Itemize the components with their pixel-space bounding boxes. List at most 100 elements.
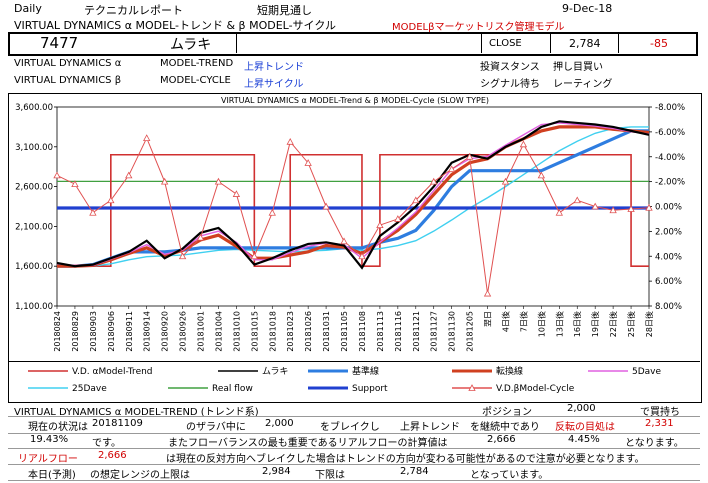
- cycle-point: [555, 208, 563, 216]
- cycle-point: [89, 208, 97, 216]
- alpha-model: MODEL-TREND: [160, 58, 234, 69]
- chart-area: VIRTUAL DYNAMICS α MODEL-Trend & β MODEL…: [8, 93, 702, 403]
- y-right-tick-label: -6.00%: [655, 128, 685, 138]
- cycle-point: [125, 171, 133, 179]
- x-tick-label: 25日後: [626, 311, 636, 337]
- report-type: テクニカルレポート: [84, 4, 183, 17]
- legend-label: 転換線: [496, 365, 523, 377]
- alpha-stance-label: 投資スタンス: [480, 62, 540, 73]
- divider: [236, 33, 237, 53]
- beta-state: 上昇サイクル: [244, 79, 304, 90]
- cycle-point: [627, 205, 635, 212]
- cycle-point: [268, 208, 276, 216]
- x-tick-label: 7日後: [518, 311, 528, 332]
- cycle-point: [143, 134, 151, 141]
- cycle-point: [430, 177, 438, 185]
- row-text: またフローバランスの最も重要であるリアルフローの計算値は: [168, 438, 448, 449]
- cycle-point: [358, 252, 366, 260]
- stock-code: 7477: [40, 34, 79, 52]
- x-tick-label: 20181004: [214, 311, 223, 352]
- legend-label: ムラキ: [262, 366, 289, 377]
- y-left-tick-label: 2,100.00: [15, 222, 53, 232]
- row-text: となっています。: [470, 470, 549, 481]
- cycle-point: [196, 233, 205, 241]
- x-tick-label: 13日後: [554, 311, 564, 337]
- change-value: -85: [650, 37, 668, 50]
- page-title: VIRTUAL DYNAMICS α MODEL-トレンド & β MODEL-…: [14, 19, 336, 32]
- cycle-point: [286, 137, 294, 145]
- stock-name: ムラキ: [170, 37, 212, 53]
- divider: [481, 33, 482, 53]
- close-label: CLOSE: [489, 38, 522, 49]
- legend-label: Support: [352, 384, 388, 394]
- x-tick-label: 20181023: [286, 311, 295, 352]
- beta-label: VIRTUAL DYNAMICS β: [14, 75, 122, 86]
- y-left-tick-label: 1,600.00: [15, 262, 53, 272]
- y-right-tick-label: 8.00%: [655, 302, 682, 312]
- cycle-point: [53, 171, 61, 179]
- beta-model: MODEL-CYCLE: [160, 75, 231, 86]
- divider: [618, 33, 619, 53]
- close-value: 2,784: [569, 37, 601, 50]
- position-label: ポジション: [482, 407, 532, 418]
- cycle-point: [178, 252, 187, 260]
- real-flow-label: リアルフロー: [18, 454, 78, 465]
- period-label: Daily: [14, 2, 42, 15]
- alpha-state: 上昇トレンド: [244, 62, 304, 73]
- table-row: [8, 448, 700, 465]
- y-right-tick-label: 2.00%: [655, 227, 682, 237]
- cycle-point: [447, 165, 456, 173]
- x-tick-label: 20181127: [430, 311, 439, 352]
- row-text: の想定レンジの上限は: [90, 470, 190, 481]
- status-text: のザラバ中に: [186, 422, 246, 433]
- x-tick-label: 20181121: [412, 311, 421, 352]
- cycle-point: [501, 177, 510, 185]
- x-tick-label: 20181105: [340, 311, 349, 352]
- row-text: となります。: [625, 438, 684, 449]
- cycle-point: [232, 190, 241, 197]
- target-label: 反転の目処は: [555, 422, 615, 433]
- section-label: VIRTUAL DYNAMICS α MODEL-TREND (トレンド系): [14, 407, 259, 418]
- cycle-point: [340, 237, 348, 245]
- legend-label: 5Dave: [632, 367, 661, 377]
- x-tick-label: 20181001: [197, 311, 206, 352]
- status-label: 現在の状況は: [28, 422, 88, 433]
- break-value: 2,000: [265, 418, 294, 429]
- chart-legend: V.D. αModel-Trend ムラキ 基準線 転換線 5Dave 25Dave Rea…: [8, 361, 700, 402]
- x-tick-label: 20181015: [250, 311, 259, 352]
- legend-label: V.D. αModel-Trend: [72, 367, 153, 377]
- row-text: 下限は: [315, 470, 345, 481]
- cycle-point: [304, 159, 312, 166]
- x-tick-label: 20181010: [232, 311, 241, 352]
- x-tick-label: 28日後: [644, 311, 654, 337]
- table-row: [8, 464, 700, 481]
- x-tick-label: 20181116: [394, 311, 403, 352]
- cycle-point: [465, 152, 474, 160]
- position-note: で買持ち: [640, 407, 680, 418]
- legend-label: Real flow: [212, 384, 253, 394]
- real-flow-value: 2,666: [487, 434, 516, 445]
- y-right-tick-label: -8.00%: [655, 103, 685, 113]
- x-tick-label: 16日後: [572, 311, 582, 337]
- x-tick-label: 20180926: [179, 311, 188, 352]
- x-tick-label: 4日後: [500, 311, 510, 332]
- y-left-tick-label: 3,100.00: [15, 143, 53, 153]
- series-line: [57, 153, 649, 267]
- real-flow-value: 2,666: [98, 450, 127, 461]
- x-tick-label: 20181113: [376, 311, 385, 352]
- y-right-tick-label: 4.00%: [655, 252, 682, 262]
- series-line: [57, 125, 650, 268]
- status-text: を継続中であり: [470, 422, 540, 433]
- x-tick-label: 20180824: [53, 311, 62, 352]
- cycle-point: [160, 177, 169, 185]
- divider: [550, 33, 551, 53]
- x-tick-label: 20180911: [125, 311, 134, 352]
- cycle-point: [591, 202, 599, 210]
- cycle-point: [322, 202, 330, 210]
- x-tick-label: 20181130: [448, 311, 457, 352]
- outlook-label: 短期見通し: [257, 4, 312, 17]
- table-row: [8, 432, 700, 449]
- status-text: をブレイクし: [320, 422, 380, 433]
- legend-label: V.D.βModel-Cycle: [496, 384, 575, 394]
- legend-marker: [468, 384, 476, 391]
